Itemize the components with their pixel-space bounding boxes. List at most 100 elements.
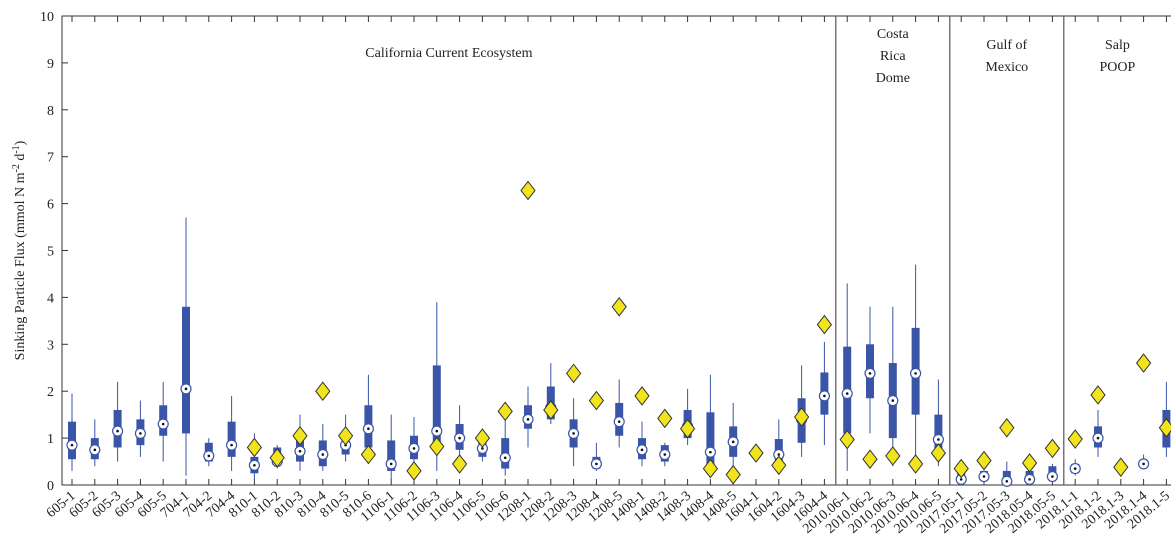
marker-diamond	[1067, 429, 1083, 449]
median-dot	[389, 462, 393, 466]
median-dot	[868, 372, 872, 375]
group-label: POOP	[1100, 60, 1136, 75]
box	[227, 421, 236, 457]
marker-diamond	[839, 429, 855, 450]
median-dot	[1096, 436, 1100, 440]
marker-diamond	[474, 428, 491, 448]
box	[432, 365, 441, 443]
median-dot	[526, 418, 530, 421]
marker-diamond	[1158, 417, 1171, 438]
marker-diamond	[246, 437, 263, 458]
marker-diamond	[406, 461, 422, 481]
median-dot	[823, 394, 826, 398]
marker-diamond	[315, 381, 331, 402]
marker-diamond	[588, 390, 605, 411]
y-axis-label: Sinking Particle Flux (mmol N m-2 d-1)	[11, 140, 29, 360]
marker-diamond	[269, 447, 285, 468]
median-dot	[412, 447, 416, 450]
median-dot	[937, 438, 940, 441]
median-dot	[230, 443, 233, 447]
y-tick-label: 4	[47, 291, 54, 306]
median-dot	[321, 453, 325, 456]
median-dot	[709, 450, 712, 454]
marker-diamond	[1090, 385, 1106, 405]
median-dot	[1005, 479, 1009, 483]
y-axis-label-part: )	[13, 140, 28, 145]
median-dot	[1142, 462, 1145, 466]
marker-diamond	[748, 443, 764, 463]
y-tick-label: 1	[47, 432, 54, 447]
median-dot	[367, 427, 370, 431]
marker-diamond	[702, 458, 719, 479]
median-dot	[116, 429, 119, 433]
marker-diamond	[634, 386, 650, 406]
marker-diamond	[953, 458, 969, 479]
marker-diamond	[976, 450, 992, 471]
marker-diamond	[1021, 453, 1038, 473]
marker-diamond	[337, 425, 354, 446]
median-dot	[982, 475, 986, 478]
y-tick-label: 0	[47, 479, 54, 494]
marker-diamond	[771, 455, 787, 476]
median-dot	[93, 448, 97, 452]
median-dot	[253, 464, 256, 467]
y-tick-label: 3	[47, 338, 54, 353]
group-label: Salp	[1105, 38, 1130, 53]
median-dot	[1028, 478, 1031, 481]
marker-diamond	[520, 180, 536, 201]
group-label: Costa	[877, 27, 910, 42]
y-axis-label-part: -1	[11, 145, 22, 153]
marker-diamond	[292, 425, 308, 446]
median-dot	[184, 387, 188, 391]
y-tick-label: 9	[47, 57, 54, 72]
median-dot	[595, 462, 598, 466]
median-dot	[481, 447, 484, 450]
marker-diamond	[862, 449, 878, 470]
median-dot	[731, 440, 735, 444]
median-dot	[663, 453, 667, 456]
median-dot	[161, 422, 165, 426]
marker-diamond	[451, 454, 468, 474]
median-dot	[1073, 467, 1077, 470]
marker-diamond	[611, 296, 627, 317]
marker-diamond	[1113, 457, 1129, 477]
y-tick-label: 2	[47, 385, 54, 400]
median-dot	[70, 443, 74, 447]
median-dot	[298, 449, 302, 453]
median-dot	[458, 436, 461, 440]
y-axis-label-part: Sinking Particle Flux (mmol N m	[13, 172, 28, 360]
y-tick-label: 8	[47, 104, 54, 119]
median-dot	[207, 454, 211, 458]
marker-diamond	[429, 436, 445, 457]
marker-diamond	[497, 401, 513, 422]
box	[706, 412, 715, 467]
marker-diamond	[885, 446, 901, 466]
group-label: California Current Ecosystem	[365, 46, 532, 61]
group-label: Rica	[880, 49, 906, 64]
marker-diamond	[725, 464, 741, 485]
marker-diamond	[816, 314, 833, 335]
marker-diamond	[999, 417, 1015, 438]
group-label: Mexico	[985, 60, 1028, 75]
marker-diamond	[565, 363, 582, 384]
y-tick-label: 7	[47, 151, 54, 166]
y-tick-label: 10	[40, 10, 54, 25]
group-label: Dome	[876, 71, 910, 86]
marker-diamond	[360, 444, 377, 465]
median-dot	[640, 448, 644, 452]
group-label: Gulf of	[986, 38, 1027, 53]
y-tick-label: 5	[47, 245, 54, 260]
marker-diamond	[930, 443, 947, 463]
median-dot	[777, 453, 781, 456]
median-dot	[959, 478, 963, 481]
median-dot	[435, 429, 439, 433]
y-tick-label: 6	[47, 198, 54, 213]
marker-diamond	[907, 454, 924, 474]
y-axis-label-part: d	[13, 154, 28, 165]
marker-diamond	[1135, 353, 1152, 373]
median-dot	[139, 432, 142, 435]
marker-diamond	[793, 407, 810, 427]
box	[387, 440, 396, 471]
median-dot	[503, 456, 507, 460]
